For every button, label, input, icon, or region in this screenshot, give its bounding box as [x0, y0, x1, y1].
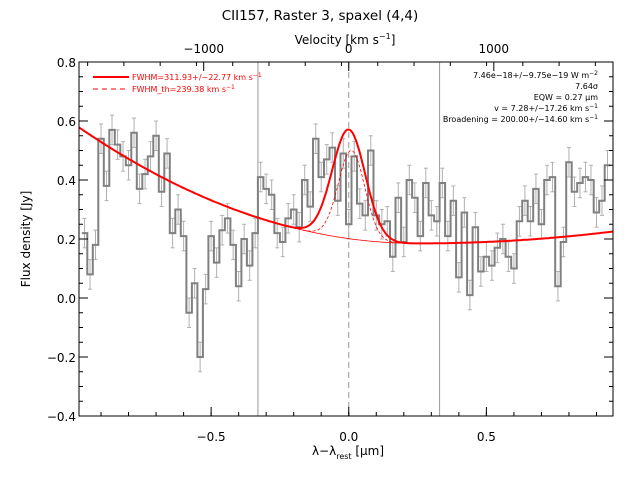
- data-series-layer: [81, 128, 611, 358]
- annotation-broadening: Broadening = 200.00+/−14.60 km s−1: [443, 114, 598, 124]
- reference-lines: [257, 62, 441, 416]
- annotation-velocity: v = 7.28+/−17.26 km s−1: [494, 103, 598, 113]
- top-tick-label: −1000: [183, 42, 224, 56]
- x-axis-label: λ−λrest [μm]: [312, 444, 384, 461]
- y-tick-label: 0.0: [57, 292, 76, 306]
- y-tick-label: −0.4: [47, 410, 76, 424]
- top-tick-label: 1000: [479, 42, 510, 56]
- x-tick-label: 0.0: [339, 430, 358, 444]
- y-axis-label: Flux density [Jy]: [19, 191, 33, 288]
- axis-ticks: −0.5 0.0 0.5 −0.4 −0.2 0.0 0.2 0.4 0.6 0.8 −1000 0 1…: [47, 42, 613, 444]
- y-tick-label: 0.6: [57, 115, 76, 129]
- flux-step-series: [81, 128, 611, 358]
- y-tick-label: 0.8: [57, 56, 76, 70]
- total-fit-line: [78, 126, 614, 245]
- legend-label-fwhm-th: FWHM_th=239.38 km s−1: [132, 84, 235, 94]
- annotation-flux: 7.46e−18+/−9.75e−19 W m−2: [473, 70, 598, 80]
- plot-frame: [78, 61, 614, 417]
- legend-label-fwhm: FWHM=311.93+/−22.77 km s−1: [132, 72, 262, 82]
- annotation-significance: 7.64σ: [575, 82, 598, 91]
- top-axis-label: Velocity [km s−1]: [295, 32, 396, 47]
- thermal-gaussian-line: [288, 150, 410, 244]
- y-tick-label: −0.2: [47, 351, 76, 365]
- x-tick-label: 0.5: [477, 430, 496, 444]
- fit-annotations: 7.46e−18+/−9.75e−19 W m−2 7.64σ EQW = 0.…: [443, 70, 598, 124]
- y-tick-label: 0.2: [57, 233, 76, 247]
- top-tick-label: 0: [345, 42, 353, 56]
- y-tick-label: 0.4: [57, 174, 76, 188]
- chart-title: CII157, Raster 3, spaxel (4,4): [222, 8, 419, 24]
- fit-curves-layer: [78, 126, 614, 245]
- annotation-eqw: EQW = 0.27 μm: [534, 93, 598, 102]
- legend: FWHM=311.93+/−22.77 km s−1 FWHM_th=239.3…: [93, 72, 262, 94]
- x-tick-label: −0.5: [197, 430, 226, 444]
